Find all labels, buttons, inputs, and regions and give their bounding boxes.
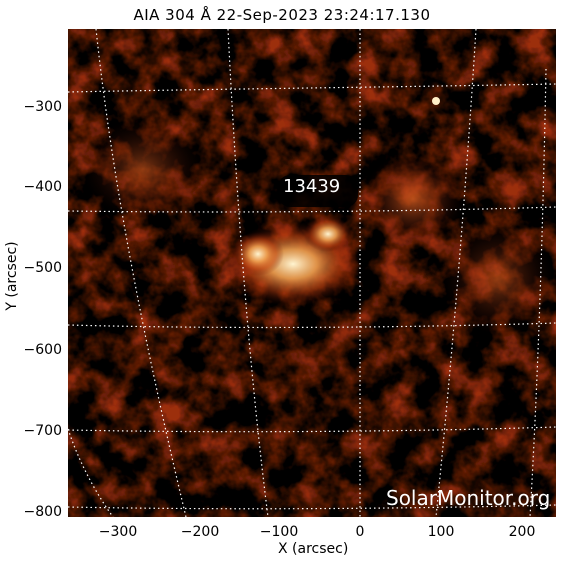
y-tick-label: −500	[23, 260, 62, 276]
active-region-label: 13439	[283, 176, 341, 197]
y-tick-label: −800	[23, 504, 62, 520]
y-tick-label: −600	[23, 342, 62, 358]
x-tick-label: −200	[180, 524, 220, 540]
x-tick-label: −300	[98, 524, 138, 540]
image-title: AIA 304 Å 22-Sep-2023 23:24:17.130	[133, 6, 431, 24]
x-tick-label: 0	[355, 524, 365, 540]
y-tick-label: −400	[23, 179, 62, 195]
y-axis-label: Y (arcsec)	[4, 241, 20, 311]
x-axis-label: X (arcsec)	[278, 541, 349, 557]
solarmonitor-watermark: SolarMonitor.org	[386, 486, 551, 510]
heliographic-grid	[68, 29, 556, 517]
x-tick-label: 200	[508, 524, 536, 540]
solar-image	[68, 29, 556, 517]
x-tick-label: 100	[427, 524, 455, 540]
sun-304-image	[68, 29, 556, 517]
y-tick-label: −700	[23, 423, 62, 439]
label-backdrop	[278, 175, 358, 207]
y-tick-label: −300	[23, 99, 62, 115]
x-tick-label: −100	[259, 524, 299, 540]
